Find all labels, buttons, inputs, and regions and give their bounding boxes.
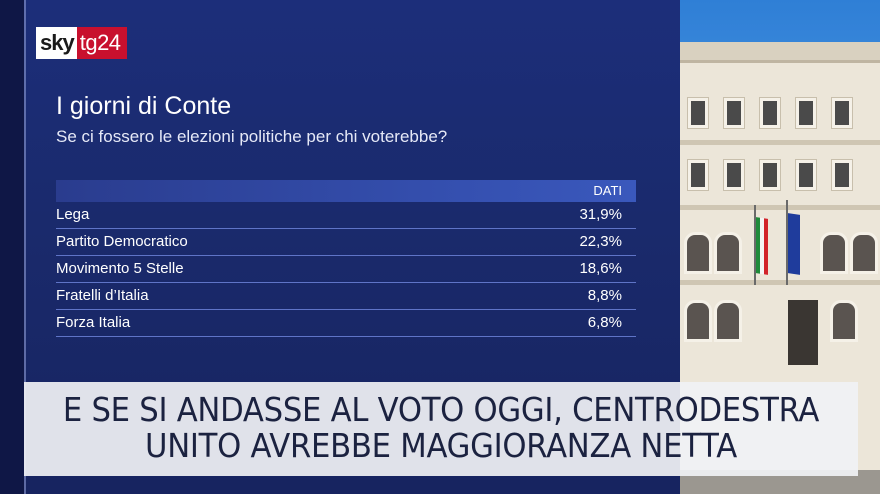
- photo-arched-window: [684, 232, 712, 274]
- table-row: Movimento 5 Stelle 18,6%: [56, 256, 636, 283]
- table-row: Forza Italia 6,8%: [56, 310, 636, 337]
- photo-arched-window: [714, 232, 742, 274]
- party-value: 6,8%: [587, 314, 622, 331]
- italian-flag-icon: [756, 217, 768, 275]
- eu-flag-icon: [788, 213, 800, 275]
- photo-window: [796, 160, 816, 190]
- chart-subtitle: Se ci fossero le elezioni politiche per …: [56, 127, 448, 146]
- party-name: Forza Italia: [56, 314, 131, 331]
- panel-border: [24, 0, 26, 494]
- photo-window: [832, 160, 852, 190]
- news-caption-band: E SE SI ANDASSE AL VOTO OGGI, CENTRODEST…: [24, 382, 858, 476]
- photo-ledge: [680, 280, 880, 285]
- table-header-label: DATI: [593, 183, 622, 198]
- photo-window: [760, 98, 780, 128]
- photo-window: [688, 160, 708, 190]
- photo-window: [688, 98, 708, 128]
- photo-window: [760, 160, 780, 190]
- photo-arched-window: [684, 300, 712, 342]
- news-caption: E SE SI ANDASSE AL VOTO OGGI, CENTRODEST…: [24, 392, 858, 464]
- caption-line-2: UNITO AVREBBE MAGGIORANZA NETTA: [145, 426, 737, 465]
- chart-title: I giorni di Conte: [56, 92, 232, 120]
- party-name: Partito Democratico: [56, 233, 188, 250]
- party-name: Movimento 5 Stelle: [56, 260, 184, 277]
- photo-window: [724, 160, 744, 190]
- party-value: 8,8%: [587, 287, 622, 304]
- table-row: Lega 31,9%: [56, 202, 636, 229]
- photo-arched-window: [830, 300, 858, 342]
- photo-flagpole: [754, 205, 756, 285]
- party-value: 18,6%: [579, 260, 622, 277]
- table-header-bar: DATI: [56, 180, 636, 202]
- photo-flagpole: [786, 200, 788, 285]
- party-name: Fratelli d’Italia: [56, 287, 149, 304]
- party-name: Lega: [56, 206, 90, 223]
- photo-window: [832, 98, 852, 128]
- photo-cornice: [680, 42, 880, 63]
- poll-table: DATI Lega 31,9% Partito Democratico 22,3…: [56, 180, 636, 337]
- photo-ledge: [680, 205, 880, 210]
- party-value: 22,3%: [579, 233, 622, 250]
- party-value: 31,9%: [579, 206, 622, 223]
- table-row: Partito Democratico 22,3%: [56, 229, 636, 256]
- table-row: Fratelli d’Italia 8,8%: [56, 283, 636, 310]
- photo-window: [796, 98, 816, 128]
- logo-tg24-text: tg24: [76, 27, 127, 59]
- photo-arched-window: [714, 300, 742, 342]
- caption-line-1: E SE SI ANDASSE AL VOTO OGGI, CENTRODEST…: [62, 390, 820, 429]
- photo-arched-window: [850, 232, 878, 274]
- photo-arched-window: [820, 232, 848, 274]
- photo-window: [724, 98, 744, 128]
- photo-ledge: [680, 140, 880, 145]
- photo-doorway: [788, 300, 818, 365]
- logo-sky-text: sky: [36, 27, 77, 59]
- sky-tg24-logo: sky tg24: [36, 27, 127, 59]
- left-edge-strip: [0, 0, 24, 494]
